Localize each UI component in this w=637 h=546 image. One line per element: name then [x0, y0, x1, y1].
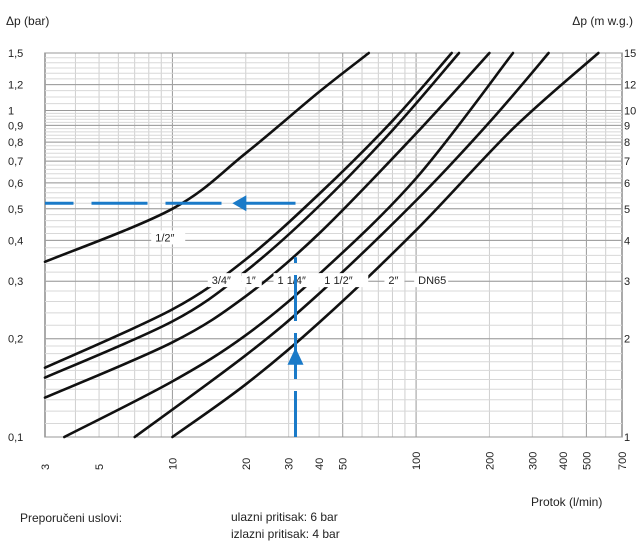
y-tick-right: 4: [624, 235, 630, 247]
x-tick: 20: [241, 458, 253, 470]
x-tick: 300: [527, 452, 539, 470]
curve-label-5: 2″: [388, 275, 398, 287]
chart-curves: [43, 51, 600, 439]
y-tick-right: 9: [624, 120, 630, 132]
y-tick-right: 8: [624, 137, 630, 149]
curve-label-2: 1″: [246, 275, 256, 287]
y-tick-left: 0,9: [8, 120, 23, 132]
chart-curve-labels: 1/2″ 3/4″ 1″ 1 1/4″ 1 1/2″ 2″ DN65: [151, 230, 449, 288]
x-tick: 10: [167, 458, 179, 470]
y-tick-left: 0,5: [8, 204, 23, 216]
curve-0: [43, 51, 371, 264]
chart-grid: [44, 52, 623, 438]
y-tick-left: 0,4: [8, 235, 23, 247]
y-tick-right: 10: [624, 105, 636, 117]
y-tick-left: 0,1: [8, 432, 23, 444]
x-tick: 200: [484, 452, 496, 470]
curve-label-bg-1: [207, 273, 242, 288]
y-tick-right: 12: [624, 80, 636, 92]
curve-label-0: 1/2″: [155, 232, 174, 244]
curve-3: [43, 51, 491, 399]
curve-label-bg-0: [151, 230, 186, 245]
y-tick-left: 0,6: [8, 178, 23, 190]
y-tick-right: 6: [624, 178, 630, 190]
curve-label-4: 1 1/2″: [324, 275, 352, 287]
curve-label-bg-3: [273, 273, 322, 288]
y-tick-left: 0,3: [8, 276, 23, 288]
y-tick-right: 3: [624, 276, 630, 288]
y-tick-right: 7: [624, 156, 630, 168]
curve-label-bg-2: [241, 273, 262, 288]
curve-label-1: 3/4″: [212, 275, 231, 287]
y-tick-left: 1: [8, 105, 14, 117]
x-tick: 500: [581, 452, 593, 470]
y-axis-left-label: Δp (bar): [6, 14, 50, 28]
curve-label-bg-6: [414, 273, 449, 288]
y-tick-left: 1,2: [8, 80, 23, 92]
y-tick-left: 0,7: [8, 156, 23, 168]
x-axis-label: Protok (l/min): [531, 495, 603, 509]
curve-2: [43, 51, 461, 379]
y-axis-right-label: Δp (m w.g.): [572, 14, 633, 28]
x-tick: 700: [617, 452, 629, 470]
left-arrow-head: [232, 195, 247, 212]
x-tick: 400: [558, 452, 570, 470]
x-tick: 3: [40, 464, 52, 470]
curve-label-3: 1 1/4″: [278, 275, 306, 287]
curve-5: [133, 51, 550, 439]
inlet-pressure-note: ulazni pritisak: 6 bar: [231, 510, 338, 524]
y-tick-right: 15: [624, 48, 636, 60]
curve-4: [63, 51, 515, 439]
y-tick-right: 1: [624, 432, 630, 444]
x-tick: 30: [284, 458, 296, 470]
curve-label-bg-5: [384, 273, 405, 288]
up-arrow-head: [287, 347, 304, 365]
y-tick-right: 2: [624, 334, 630, 346]
curve-1: [43, 51, 453, 369]
x-tick: 40: [314, 458, 326, 470]
y-tick-right: 5: [624, 204, 630, 216]
curve-label-bg-4: [320, 273, 369, 288]
y-tick-left: 0,2: [8, 334, 23, 346]
example-lookup-arrows: [45, 195, 304, 437]
recommended-conditions-title: Preporučeni uslovi:: [20, 511, 123, 525]
chart-ticks: 1,51,210,90,80,70,60,50,40,30,20,1151210…: [8, 48, 636, 470]
x-tick: 50: [338, 458, 350, 470]
x-tick: 5: [94, 464, 106, 470]
curve-6: [171, 51, 600, 439]
y-tick-left: 0,8: [8, 137, 23, 149]
y-tick-left: 1,5: [8, 48, 23, 60]
curve-label-6: DN65: [418, 275, 446, 287]
x-tick: 100: [411, 452, 423, 470]
outlet-pressure-note: izlazni pritisak: 4 bar: [231, 527, 340, 541]
